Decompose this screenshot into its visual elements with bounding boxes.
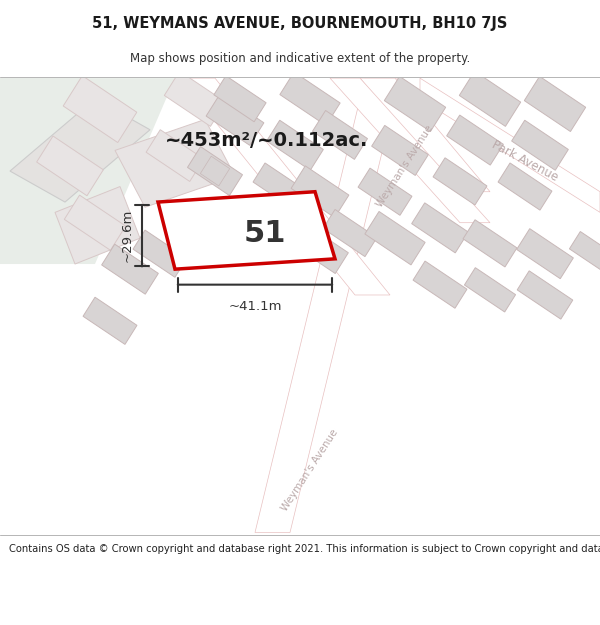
Polygon shape [214,76,266,122]
Polygon shape [498,163,552,210]
Polygon shape [460,71,521,126]
Text: 51, WEYMANS AVENUE, BOURNEMOUTH, BH10 7JS: 51, WEYMANS AVENUE, BOURNEMOUTH, BH10 7J… [92,16,508,31]
Polygon shape [446,115,503,165]
Text: Weyman's Avenue: Weyman's Avenue [375,123,435,209]
Polygon shape [255,78,400,532]
Text: Park Avenue: Park Avenue [490,138,560,184]
Polygon shape [292,224,349,274]
Polygon shape [83,298,137,344]
Polygon shape [569,231,600,276]
Polygon shape [37,136,103,196]
Polygon shape [412,203,469,253]
Polygon shape [280,72,340,126]
Polygon shape [291,166,349,217]
Polygon shape [253,163,307,210]
Polygon shape [187,209,213,236]
Polygon shape [365,211,425,265]
Polygon shape [385,76,446,131]
Polygon shape [464,268,515,312]
Text: Contains OS data © Crown copyright and database right 2021. This information is : Contains OS data © Crown copyright and d… [9,544,600,554]
Polygon shape [433,158,487,205]
Polygon shape [187,147,242,196]
Polygon shape [371,126,428,176]
Polygon shape [463,220,517,267]
Polygon shape [158,192,335,269]
Polygon shape [133,230,187,278]
Polygon shape [420,78,600,213]
Polygon shape [200,156,230,186]
Polygon shape [64,195,125,250]
Polygon shape [360,78,490,192]
Polygon shape [266,120,323,170]
Polygon shape [330,78,490,222]
Text: 51: 51 [244,219,286,248]
Polygon shape [63,76,137,142]
Polygon shape [512,120,568,170]
Polygon shape [55,186,140,264]
Polygon shape [146,130,204,181]
Polygon shape [174,199,226,246]
Polygon shape [524,76,586,131]
Polygon shape [180,78,390,295]
Text: Map shows position and indicative extent of the property.: Map shows position and indicative extent… [130,52,470,65]
Polygon shape [115,119,235,208]
Text: Weyman's Avenue: Weyman's Avenue [280,428,340,513]
Text: ~41.1m: ~41.1m [228,300,282,313]
Polygon shape [517,271,573,319]
Polygon shape [0,78,175,264]
Text: ~453m²/~0.112ac.: ~453m²/~0.112ac. [165,131,368,149]
Polygon shape [101,244,158,294]
Polygon shape [358,168,412,215]
Polygon shape [413,261,467,308]
Polygon shape [10,99,150,202]
Polygon shape [0,78,80,192]
Polygon shape [323,209,377,257]
Polygon shape [206,94,264,146]
Polygon shape [313,111,368,159]
Text: ~29.6m: ~29.6m [121,209,134,262]
Polygon shape [164,71,226,126]
Polygon shape [517,229,574,279]
